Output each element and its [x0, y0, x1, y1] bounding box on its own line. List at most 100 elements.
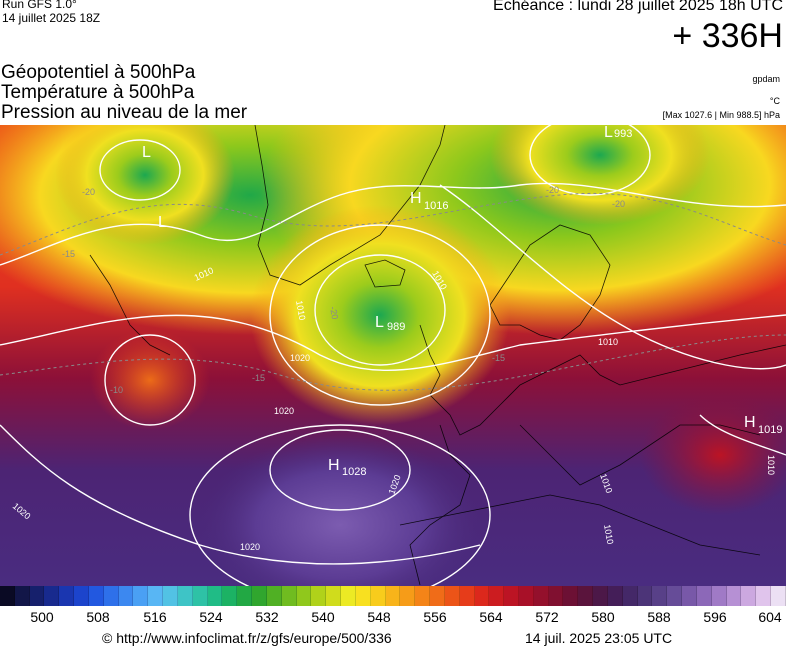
temperature-label: -15 [252, 373, 265, 383]
colorbar-swatch [355, 586, 371, 606]
colorbar-tick: 508 [86, 609, 110, 625]
colorbar-swatch [29, 586, 45, 606]
run-time: 14 juillet 2025 18Z [2, 11, 101, 25]
colorbar-tick: 572 [535, 609, 559, 625]
pressure-high-label: H [410, 190, 422, 207]
colorbar-swatch [74, 586, 89, 606]
colorbar-swatch [192, 586, 208, 606]
colorbar-swatch [266, 586, 282, 606]
colorbar-swatch [622, 586, 638, 606]
colorbar-tick: 564 [479, 609, 503, 625]
colorbar-swatch [607, 586, 623, 606]
colorbar-swatch [696, 586, 712, 606]
variable-temperature: Température à 500hPa [1, 82, 195, 103]
colorbar-swatch [771, 586, 786, 606]
colorbar-swatch [252, 586, 267, 606]
unit-gpdam: gpdam [752, 74, 780, 84]
isobar-label: 1010 [294, 300, 307, 321]
colorbar-swatch [504, 586, 519, 606]
isobar-label: 1010 [602, 524, 615, 545]
colorbar-tick: 556 [423, 609, 447, 625]
echeance: Echéance : lundi 28 juillet 2025 18h UTC [493, 0, 783, 14]
colorbar-swatch [59, 586, 75, 606]
colorbar-swatch [370, 586, 386, 606]
colorbar-swatch [163, 586, 178, 606]
pressure-low-label: L [604, 125, 613, 141]
pressure-high-value: 1019 [758, 424, 782, 436]
colorbar-tick: 580 [591, 609, 615, 625]
colorbar-swatch [563, 586, 579, 606]
colorbar-swatch [667, 586, 683, 606]
isobar-label: 1020 [274, 406, 294, 416]
colorbar-swatch [474, 586, 490, 606]
colorbar-swatch [726, 586, 742, 606]
colorbar-swatch [637, 586, 653, 606]
colorbar-swatch [711, 586, 727, 606]
colorbar-swatch [518, 586, 534, 606]
temperature-label: -20 [546, 185, 559, 195]
colorbar-swatch [14, 586, 30, 606]
pressure-high-label: H [744, 414, 756, 431]
colorbar-swatch [311, 586, 327, 606]
temperature-label: -15 [492, 353, 505, 363]
colorbar-tick: 524 [199, 609, 223, 625]
colorbar-swatch [103, 586, 119, 606]
weather-map: L 993 L L H 1016 L 989 H 1028 H 1019 101… [0, 125, 786, 586]
colorbar-tick: 532 [255, 609, 279, 625]
isobar-label: 1010 [598, 337, 618, 347]
run-label: Run GFS 1.0° [2, 0, 77, 11]
colorbar-tick: 588 [647, 609, 671, 625]
colorbar-swatch [118, 586, 134, 606]
colorbar-swatch [400, 586, 416, 606]
colorbar-swatch [281, 586, 297, 606]
pressure-high-label: H [328, 457, 340, 474]
unit-pressure-range: [Max 1027.6 | Min 988.5] hPa [662, 110, 780, 120]
colorbar-tick: 540 [311, 609, 335, 625]
colorbar-swatch [682, 586, 697, 606]
generated-time: 14 juil. 2025 23:05 UTC [525, 630, 673, 646]
unit-celsius: °C [769, 96, 780, 106]
pressure-low-label: L [158, 214, 167, 231]
isobar-label: 1010 [766, 455, 776, 475]
colorbar-swatch [489, 586, 505, 606]
colorbar-tick: 500 [30, 609, 54, 625]
colorbar-swatch [385, 586, 401, 606]
colorbar-swatch [444, 586, 460, 606]
variable-geopotential: Géopotentiel à 500hPa [1, 62, 196, 83]
variable-pressure: Pression au niveau de la mer [1, 102, 248, 123]
colorbar-swatch [533, 586, 549, 606]
colorbar [0, 586, 786, 606]
colorbar-swatch [741, 586, 757, 606]
colorbar-swatch [548, 586, 564, 606]
colorbar-swatch [296, 586, 312, 606]
colorbar-swatch [148, 586, 164, 606]
temperature-label: -15 [62, 249, 75, 259]
colorbar-tick: 516 [143, 609, 167, 625]
temperature-label: -10 [110, 385, 123, 395]
isobar-label: 1020 [240, 542, 260, 552]
colorbar-swatch [133, 586, 149, 606]
colorbar-swatch [415, 586, 431, 606]
pressure-low-value: 993 [614, 128, 632, 140]
colorbar-swatch [341, 586, 356, 606]
colorbar-tick: 548 [367, 609, 391, 625]
colorbar-swatch [0, 586, 15, 606]
temperature-label: -20 [328, 306, 340, 321]
colorbar-ticks: 500 508 516 524 532 540 548 556 564 572 … [0, 609, 786, 629]
colorbar-swatch [430, 586, 445, 606]
colorbar-swatch [207, 586, 223, 606]
temperature-label: -20 [82, 187, 95, 197]
pressure-high-value: 1016 [424, 200, 448, 212]
colorbar-tick: 596 [703, 609, 727, 625]
colorbar-swatch [593, 586, 608, 606]
colorbar-swatch [578, 586, 594, 606]
pressure-low-label: L [142, 144, 151, 161]
pressure-low-value: 989 [387, 321, 405, 333]
lead-time: + 336H [672, 17, 783, 55]
temperature-label: -20 [612, 199, 625, 209]
colorbar-swatch [88, 586, 104, 606]
colorbar-swatch [177, 586, 193, 606]
colorbar-swatch [652, 586, 668, 606]
colorbar-swatch [459, 586, 475, 606]
source-url: © http://www.infoclimat.fr/z/gfs/europe/… [102, 630, 392, 646]
